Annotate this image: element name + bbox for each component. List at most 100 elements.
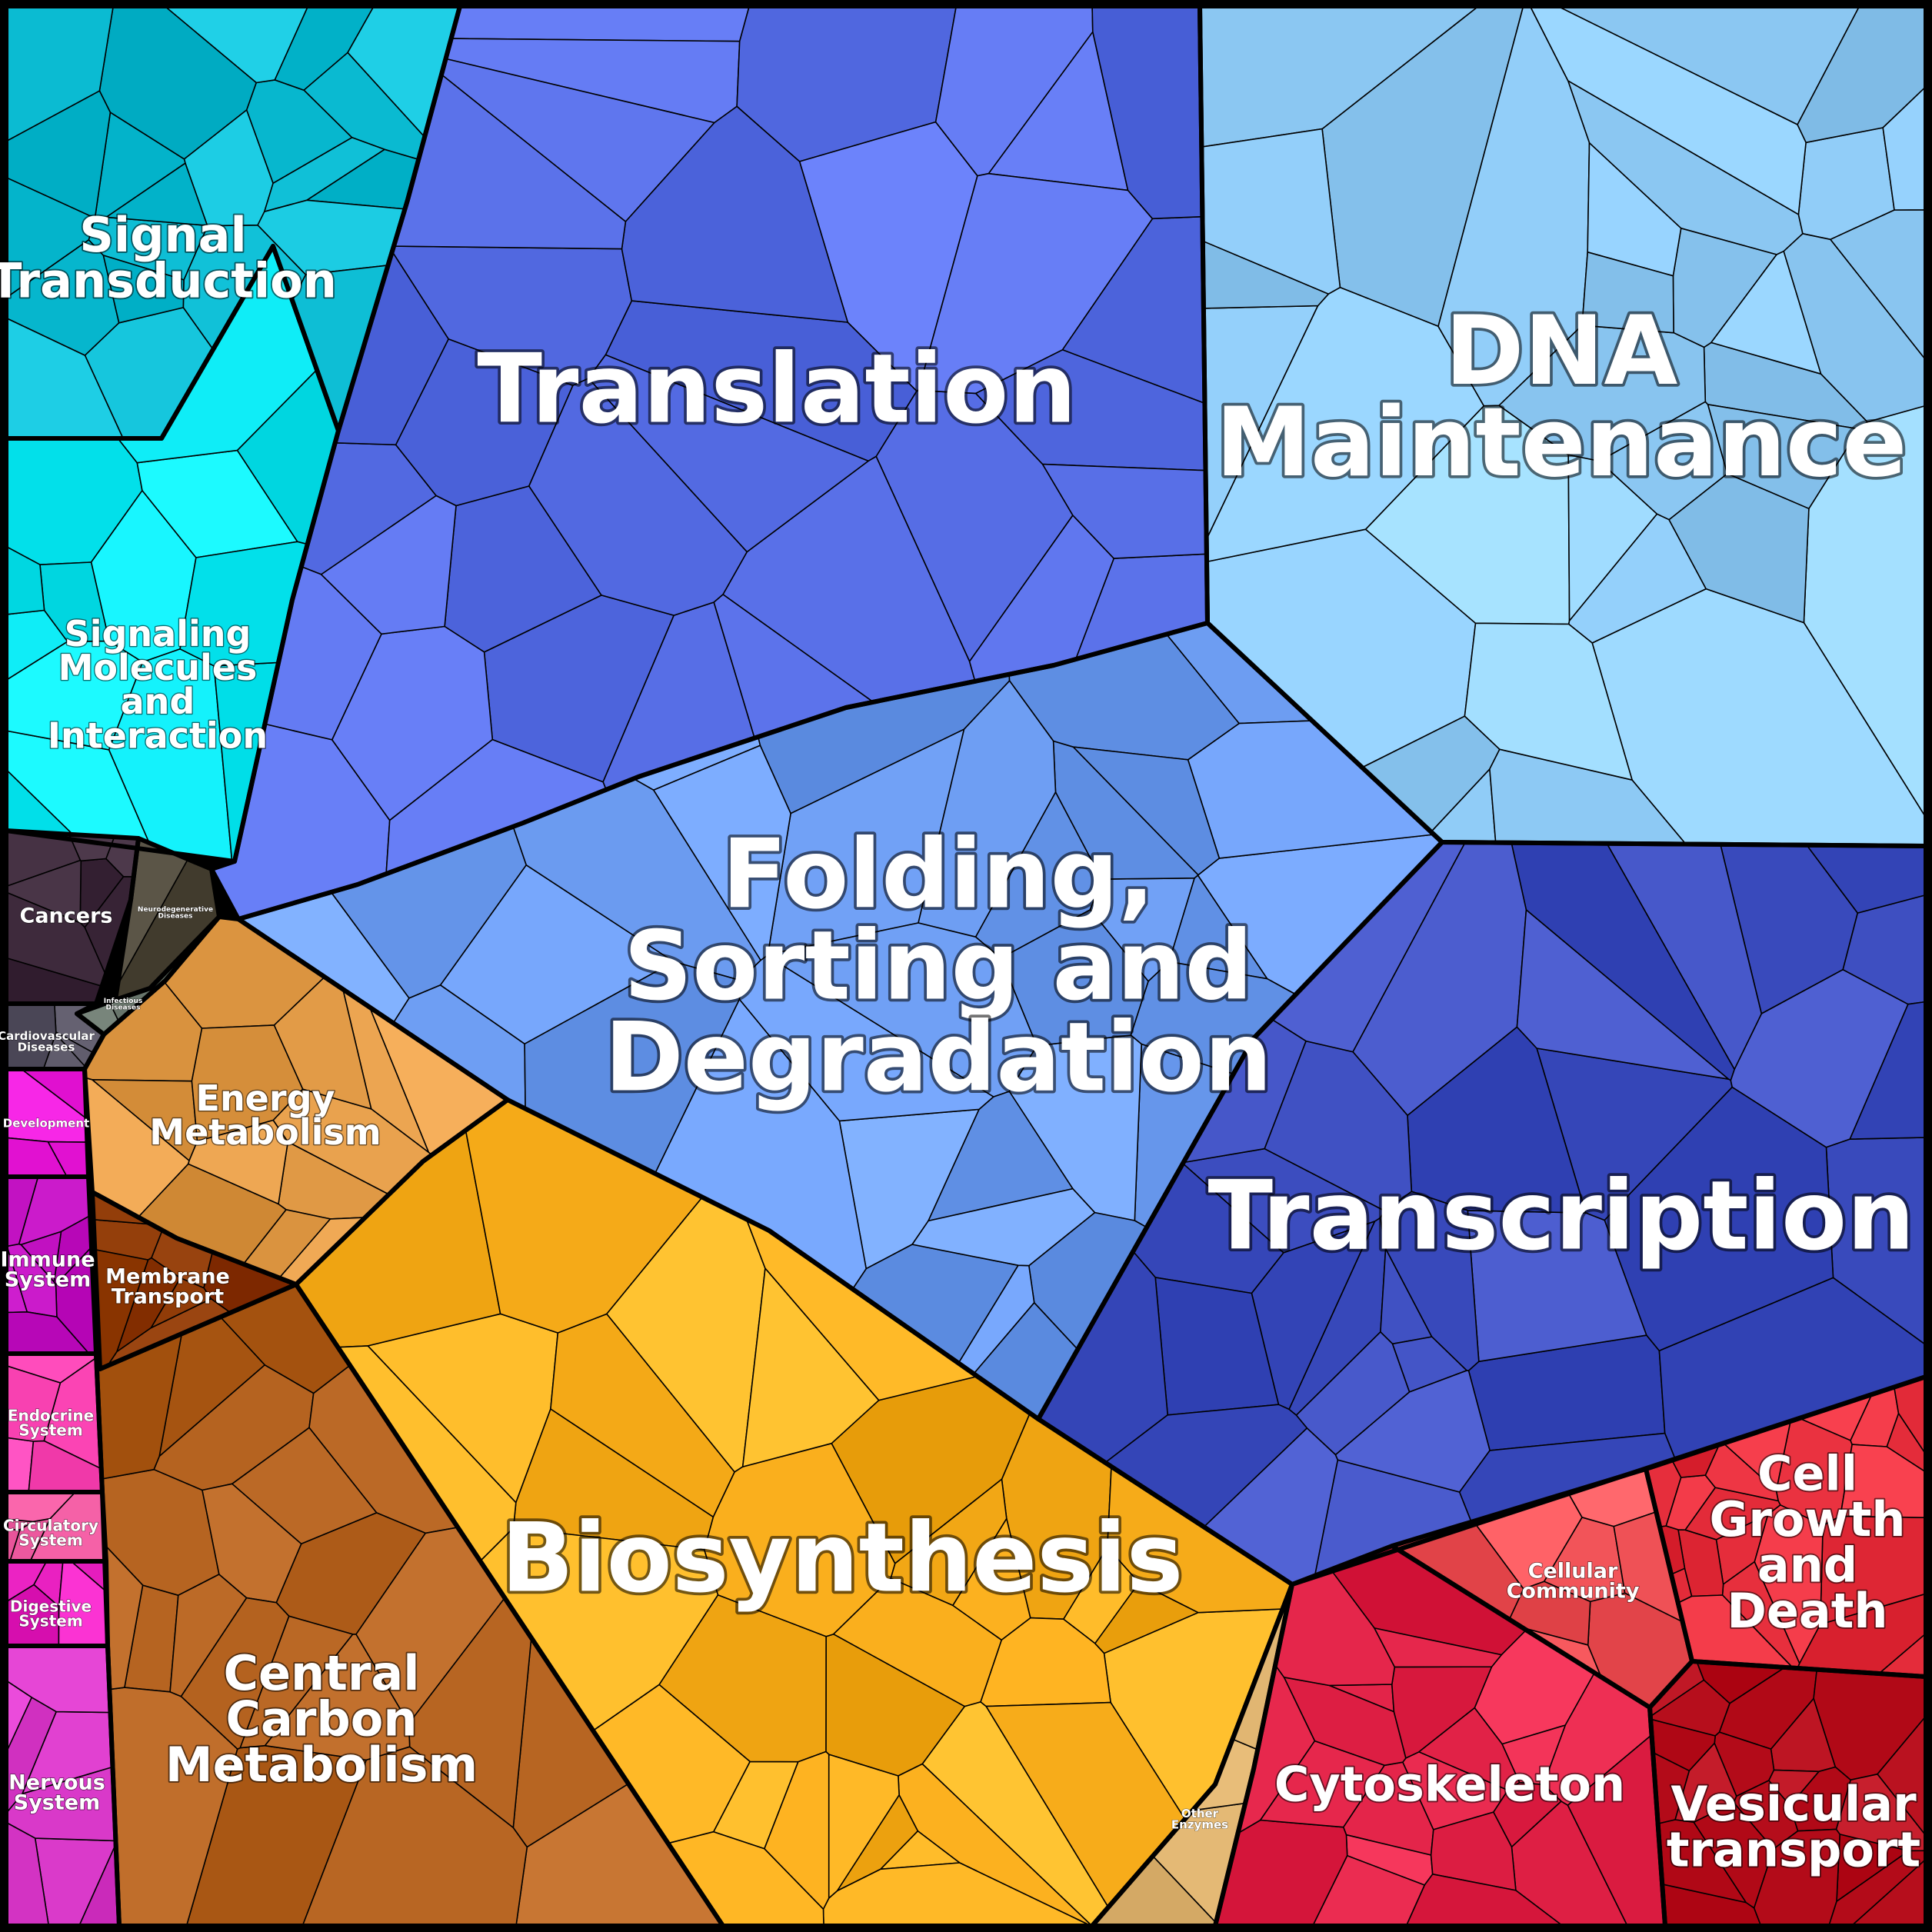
transcription-subcell (1104, 1404, 1308, 1528)
folding-sorting-subcell (1072, 746, 1221, 876)
biosynthesis-subcell (952, 1517, 1031, 1641)
vesicular-transport-label: Vesicular transport (1667, 1776, 1920, 1878)
biosynthesis-label: Biosynthesis (501, 1503, 1184, 1614)
endocrine-system-subcell (5, 1364, 62, 1442)
digestive-system-label: Digestive System (10, 1597, 92, 1630)
immune-system-label-line: System (5, 1267, 91, 1291)
cardiovascular-label-line: Cardiovascular (0, 1029, 95, 1043)
transcription-label-line: Transcription (1208, 1161, 1914, 1271)
signaling-molecules-label: Signaling Molecules and Interaction (48, 613, 268, 756)
other-enzymes-label-line: Other (1181, 1807, 1219, 1820)
translation-label-line: Translation (477, 334, 1076, 445)
cytoskeleton-label: Cytoskeleton (1274, 1757, 1625, 1813)
folding-sorting-label-line: Folding, (722, 819, 1155, 930)
circulatory-system-label-line: System (18, 1531, 82, 1550)
signaling-molecules-label-line: Interaction (48, 715, 268, 756)
endocrine-system-label: Endocrine System (8, 1406, 94, 1439)
other-enzymes-label: Other Enzymes (1171, 1807, 1228, 1831)
dna-maintenance-subcell (1567, 454, 1658, 621)
development-label-line: Development (3, 1116, 89, 1130)
dna-maintenance-subcell (1783, 232, 1927, 423)
cardiovascular-label-line: Diseases (18, 1041, 75, 1054)
membrane-transport-label: Membrane Transport (105, 1265, 230, 1309)
dna-maintenance-subcell (1581, 251, 1674, 334)
signal-transduction-label-line: Signal (79, 207, 247, 263)
vesicular-transport-subcell (1768, 1769, 1820, 1807)
cancers-label: Cancers (20, 904, 113, 928)
signal-transduction-subcell (102, 255, 185, 324)
translation-subcell (528, 378, 748, 616)
infectious-label-line: Diseases (106, 1004, 141, 1012)
folding-sorting-subcell (911, 1188, 1096, 1267)
infectious-label-line: Infectious (104, 998, 142, 1005)
nervous-system-label-line: System (14, 1790, 100, 1814)
biosynthesis-label-line: Biosynthesis (501, 1503, 1184, 1614)
cellular-community-label-line: Cellular (1528, 1560, 1618, 1584)
energy-metabolism-label: Energy Metabolism (149, 1078, 381, 1153)
biosynthesis-subcell (703, 1442, 896, 1637)
membrane-transport-label-line: Membrane (105, 1265, 230, 1289)
central-carbon-label-line: Carbon (225, 1691, 417, 1747)
cardiovascular-label: Cardiovascular Diseases (0, 1029, 95, 1054)
cytoskeleton-label-line: Cytoskeleton (1274, 1757, 1625, 1813)
digestive-system-label-line: System (18, 1612, 82, 1631)
folding-sorting-label-line: Sorting and (624, 911, 1253, 1021)
dna-maintenance-subcell (1668, 473, 1810, 624)
cytoskeleton-subcell (1501, 1724, 1566, 1786)
translation-subcell (320, 495, 457, 635)
translation-subcell (450, 5, 751, 42)
central-carbon-subcell (180, 1597, 290, 1750)
transcription-subcell (1334, 1370, 1491, 1493)
immune-system-label: Immune System (0, 1248, 95, 1292)
cell-growth-label-line: and (1757, 1537, 1857, 1594)
dna-maintenance-label-line: Maintenance (1215, 388, 1907, 498)
folding-sorting-subcell (1000, 909, 1149, 1047)
endocrine-system-label-line: System (18, 1421, 82, 1440)
dna-maintenance-subcell (1201, 128, 1341, 295)
signaling-molecules-label-line: Molecules (58, 647, 258, 688)
cytoskeleton-subcell (1374, 1627, 1502, 1668)
cellular-community-label: Cellular Community (1507, 1560, 1640, 1604)
translation-label: Translation (477, 334, 1076, 445)
nervous-system-label-line: Nervous (8, 1771, 105, 1795)
energy-metabolism-label-line: Metabolism (149, 1111, 381, 1153)
infectious-label: Infectious Diseases (104, 998, 142, 1012)
signaling-molecules-label-line: Signaling (65, 613, 251, 655)
cancers-label-line: Cancers (20, 904, 113, 928)
folding-sorting-label: Folding, Sorting and Degradation (605, 819, 1272, 1113)
signaling-molecules-label-line: and (121, 681, 195, 722)
circulatory-system-label: Circulatory System (3, 1516, 98, 1549)
circulatory-system-label-line: Circulatory (3, 1516, 98, 1534)
central-carbon-label: Central Carbon Metabolism (165, 1645, 478, 1793)
cytoskeleton-subcell (1260, 1740, 1385, 1828)
dna-maintenance-label: DNA Maintenance (1215, 296, 1907, 498)
transcription-label: Transcription (1208, 1161, 1914, 1271)
cytoskeleton-subcell (1274, 1568, 1396, 1687)
cell-growth-label-line: Death (1727, 1583, 1887, 1639)
cellular-community-label-line: Community (1507, 1579, 1640, 1603)
other-enzymes-label-line: Enzymes (1171, 1818, 1228, 1832)
membrane-transport-label-line: Transport (112, 1284, 224, 1308)
central-carbon-label-line: Central (224, 1645, 420, 1701)
cell-growth-label-line: Growth (1709, 1491, 1905, 1547)
digestive-system-label-line: Digestive (10, 1597, 92, 1615)
vesicular-transport-label-line: Vesicular (1671, 1776, 1917, 1832)
vesicular-transport-label-line: transport (1667, 1822, 1920, 1878)
endocrine-system-label-line: Endocrine (8, 1406, 94, 1424)
biosynthesis-subcell (741, 1267, 880, 1467)
central-carbon-label-line: Metabolism (165, 1737, 478, 1793)
dna-maintenance-label-line: DNA (1445, 296, 1678, 407)
signal-transduction-label: Signal Transduction (0, 207, 337, 309)
signal-transduction-label-line: Transduction (0, 253, 337, 309)
vesicular-transport-subcell (1753, 1828, 1840, 1927)
transcription-subcell (1516, 909, 1730, 1080)
subcell-layer (5, 5, 1927, 1927)
development-label: Development (3, 1116, 89, 1130)
cell-growth-label-line: Cell (1757, 1445, 1857, 1501)
folding-sorting-label-line: Degradation (605, 1002, 1272, 1113)
biosynthesis-subcell (764, 1750, 830, 1910)
